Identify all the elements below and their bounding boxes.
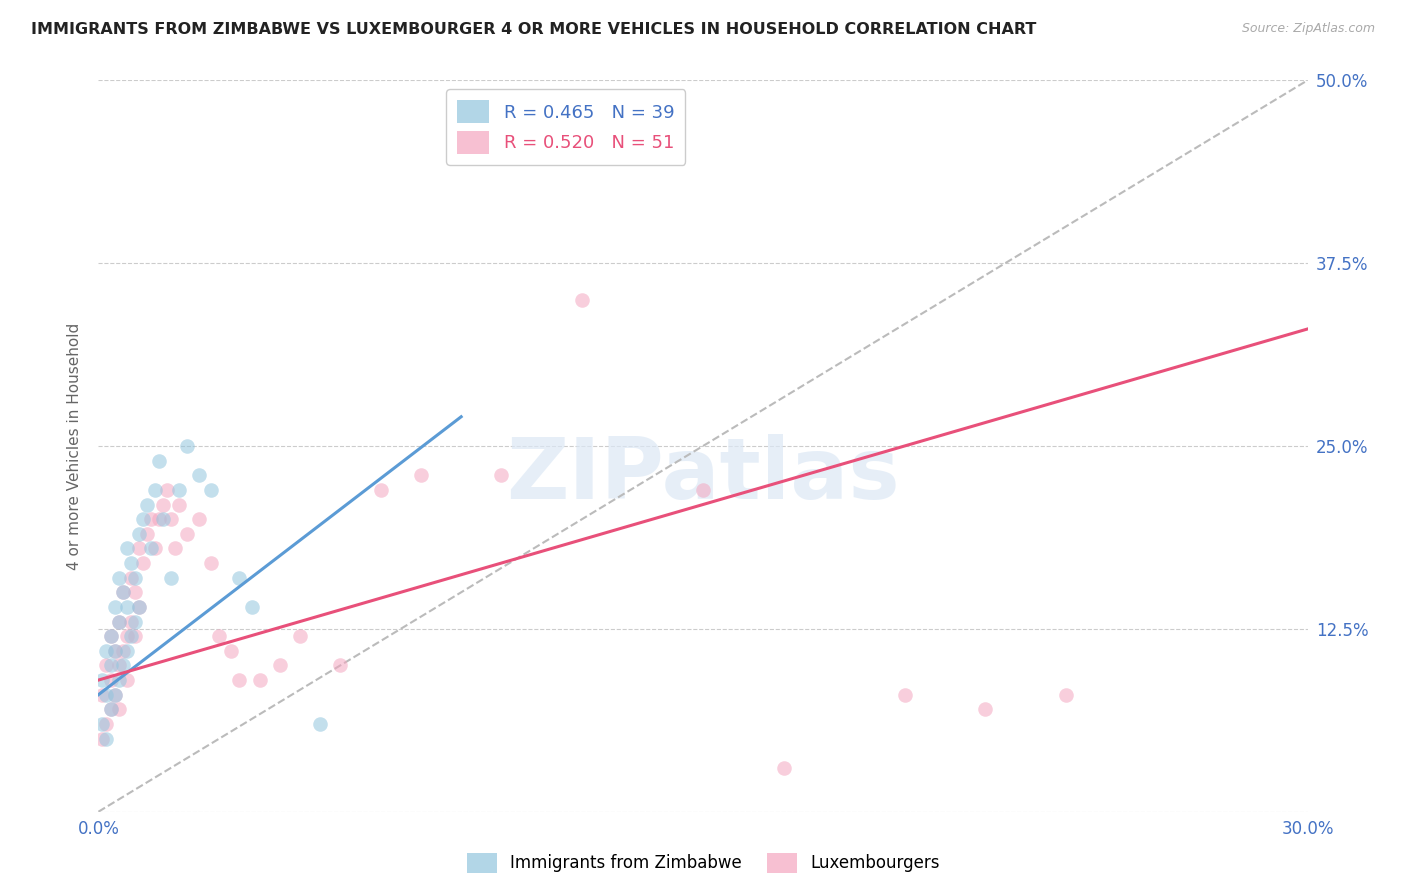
- Point: [124, 629, 146, 643]
- Point: [115, 599, 138, 614]
- Point: [188, 512, 211, 526]
- Point: [163, 541, 186, 556]
- Point: [139, 512, 162, 526]
- Text: Source: ZipAtlas.com: Source: ZipAtlas.com: [1241, 22, 1375, 36]
- Point: [228, 673, 250, 687]
- Point: [100, 658, 122, 673]
- Point: [96, 731, 118, 746]
- Point: [160, 571, 183, 585]
- Point: [124, 585, 146, 599]
- Point: [135, 498, 157, 512]
- Point: [91, 731, 114, 746]
- Point: [128, 526, 150, 541]
- Point: [124, 615, 146, 629]
- Point: [107, 615, 129, 629]
- Point: [91, 688, 114, 702]
- Point: [200, 556, 222, 570]
- Point: [152, 512, 174, 526]
- Point: [288, 629, 311, 643]
- Point: [893, 688, 915, 702]
- Point: [139, 541, 162, 556]
- Legend: R = 0.465   N = 39, R = 0.520   N = 51: R = 0.465 N = 39, R = 0.520 N = 51: [446, 89, 685, 165]
- Point: [96, 688, 118, 702]
- Point: [111, 585, 134, 599]
- Text: IMMIGRANTS FROM ZIMBABWE VS LUXEMBOURGER 4 OR MORE VEHICLES IN HOUSEHOLD CORRELA: IMMIGRANTS FROM ZIMBABWE VS LUXEMBOURGER…: [31, 22, 1036, 37]
- Point: [188, 468, 211, 483]
- Point: [96, 717, 118, 731]
- Point: [240, 599, 263, 614]
- Point: [208, 629, 231, 643]
- Point: [228, 571, 250, 585]
- Point: [103, 644, 125, 658]
- Point: [111, 585, 134, 599]
- Point: [103, 599, 125, 614]
- Point: [91, 717, 114, 731]
- Point: [167, 483, 190, 497]
- Point: [571, 293, 593, 307]
- Point: [128, 599, 150, 614]
- Point: [143, 483, 166, 497]
- Point: [107, 702, 129, 716]
- Point: [124, 571, 146, 585]
- Point: [120, 615, 142, 629]
- Point: [1054, 688, 1077, 702]
- Point: [221, 644, 243, 658]
- Point: [200, 483, 222, 497]
- Point: [96, 658, 118, 673]
- Point: [167, 498, 190, 512]
- Point: [111, 644, 134, 658]
- Point: [120, 556, 142, 570]
- Point: [132, 512, 155, 526]
- Point: [974, 702, 997, 716]
- Point: [115, 541, 138, 556]
- Point: [107, 571, 129, 585]
- Point: [692, 483, 714, 497]
- Point: [156, 483, 179, 497]
- Point: [103, 688, 125, 702]
- Point: [772, 761, 794, 775]
- Point: [115, 644, 138, 658]
- Point: [249, 673, 271, 687]
- Point: [100, 702, 122, 716]
- Point: [120, 629, 142, 643]
- Point: [148, 453, 170, 467]
- Point: [115, 673, 138, 687]
- Point: [309, 717, 332, 731]
- Point: [103, 688, 125, 702]
- Point: [269, 658, 291, 673]
- Point: [107, 658, 129, 673]
- Point: [128, 541, 150, 556]
- Point: [100, 702, 122, 716]
- Point: [107, 673, 129, 687]
- Point: [91, 673, 114, 687]
- Point: [120, 571, 142, 585]
- Point: [491, 468, 513, 483]
- Point: [160, 512, 183, 526]
- Point: [152, 498, 174, 512]
- Point: [370, 483, 392, 497]
- Point: [176, 526, 198, 541]
- Point: [100, 629, 122, 643]
- Point: [132, 556, 155, 570]
- Point: [100, 673, 122, 687]
- Point: [100, 629, 122, 643]
- Point: [115, 629, 138, 643]
- Text: ZIPatlas: ZIPatlas: [506, 434, 900, 516]
- Point: [111, 658, 134, 673]
- Point: [409, 468, 432, 483]
- Legend: Immigrants from Zimbabwe, Luxembourgers: Immigrants from Zimbabwe, Luxembourgers: [460, 847, 946, 880]
- Point: [135, 526, 157, 541]
- Point: [128, 599, 150, 614]
- Point: [143, 541, 166, 556]
- Point: [176, 439, 198, 453]
- Y-axis label: 4 or more Vehicles in Household: 4 or more Vehicles in Household: [67, 322, 83, 570]
- Point: [107, 615, 129, 629]
- Point: [103, 644, 125, 658]
- Point: [148, 512, 170, 526]
- Point: [96, 644, 118, 658]
- Point: [329, 658, 352, 673]
